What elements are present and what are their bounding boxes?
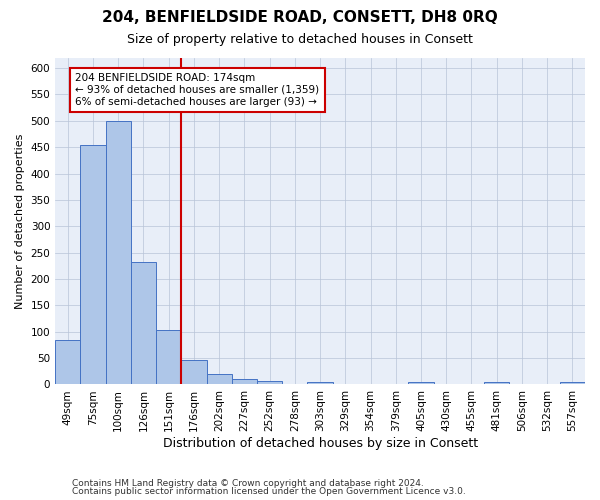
Bar — [257, 381, 282, 384]
Bar — [55, 340, 80, 384]
Bar — [206, 374, 232, 384]
Text: Contains public sector information licensed under the Open Government Licence v3: Contains public sector information licen… — [72, 487, 466, 496]
Bar — [181, 360, 206, 384]
Text: 204 BENFIELDSIDE ROAD: 174sqm
← 93% of detached houses are smaller (1,359)
6% of: 204 BENFIELDSIDE ROAD: 174sqm ← 93% of d… — [76, 74, 319, 106]
Bar — [156, 330, 181, 384]
Bar — [106, 121, 131, 384]
X-axis label: Distribution of detached houses by size in Consett: Distribution of detached houses by size … — [163, 437, 478, 450]
Bar — [80, 144, 106, 384]
Bar — [232, 378, 257, 384]
Bar — [560, 382, 585, 384]
Text: Size of property relative to detached houses in Consett: Size of property relative to detached ho… — [127, 32, 473, 46]
Bar — [409, 382, 434, 384]
Bar — [484, 382, 509, 384]
Bar — [307, 382, 332, 384]
Y-axis label: Number of detached properties: Number of detached properties — [15, 134, 25, 308]
Text: Contains HM Land Registry data © Crown copyright and database right 2024.: Contains HM Land Registry data © Crown c… — [72, 478, 424, 488]
Text: 204, BENFIELDSIDE ROAD, CONSETT, DH8 0RQ: 204, BENFIELDSIDE ROAD, CONSETT, DH8 0RQ — [102, 10, 498, 25]
Bar — [131, 262, 156, 384]
